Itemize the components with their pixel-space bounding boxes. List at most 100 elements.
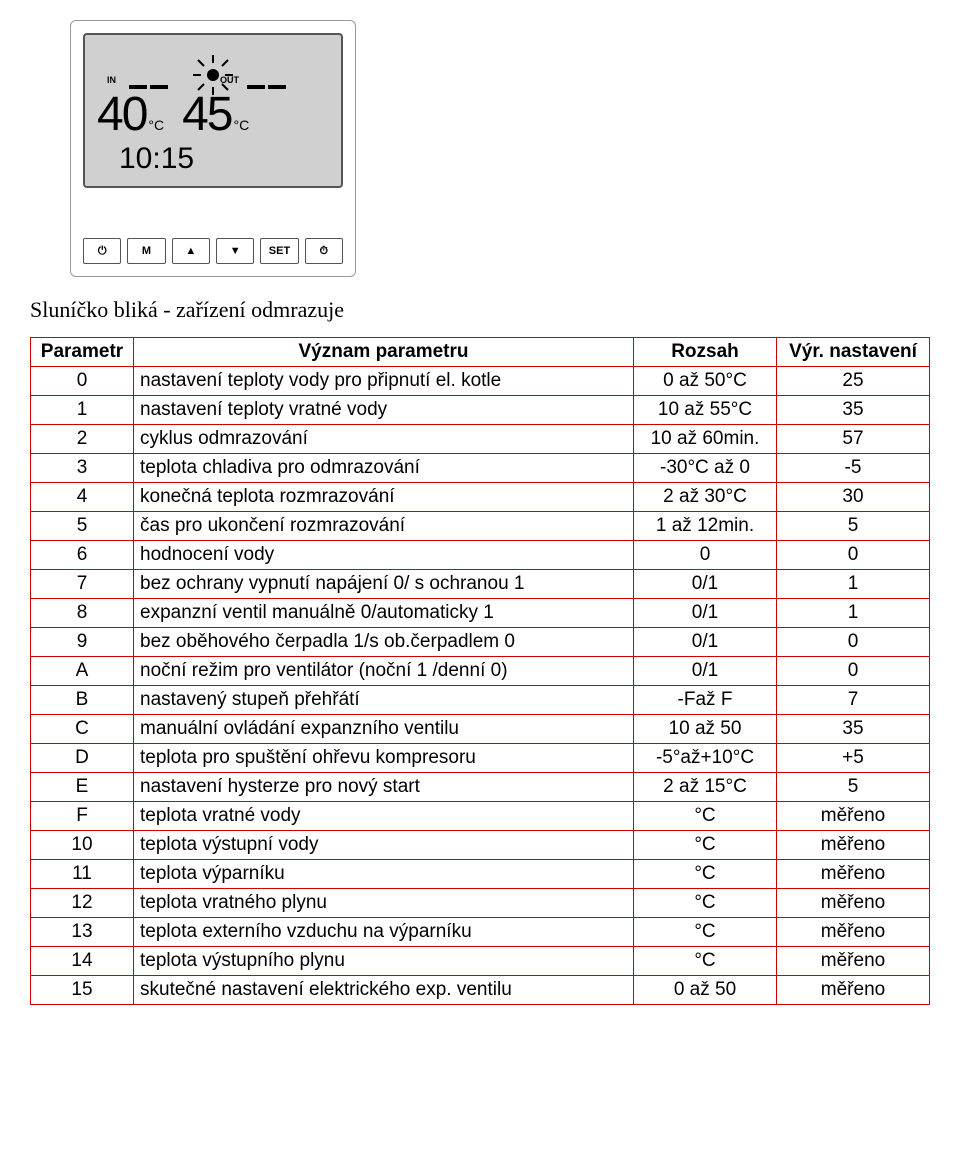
cell-param: 4 [31, 483, 134, 512]
cell-meaning: teplota chladiva pro odmrazování [134, 454, 634, 483]
table-row: 14teplota výstupního plynu°Cměřeno [31, 947, 930, 976]
cell-default: 57 [777, 425, 930, 454]
cell-param: 13 [31, 918, 134, 947]
cell-default: 1 [777, 570, 930, 599]
cell-param: A [31, 657, 134, 686]
cell-default: měřeno [777, 831, 930, 860]
caption-text: Sluníčko bliká - zařízení odmrazuje [30, 297, 930, 323]
set-button[interactable]: SET [260, 238, 298, 264]
cell-param: 9 [31, 628, 134, 657]
lcd-screen: IN OUT 40°C 45°C 10:15 [83, 33, 343, 188]
cell-param: 15 [31, 976, 134, 1005]
header-param: Parametr [31, 338, 134, 367]
header-meaning: Význam parametru [134, 338, 634, 367]
table-row: 6hodnocení vody00 [31, 541, 930, 570]
cell-range: 0 až 50°C [634, 367, 777, 396]
temp-in-value: 40 [97, 88, 146, 141]
cell-default: 35 [777, 396, 930, 425]
table-row: Fteplota vratné vody°Cměřeno [31, 802, 930, 831]
cell-range: 0/1 [634, 570, 777, 599]
cell-default: 0 [777, 628, 930, 657]
cell-range: 10 až 50 [634, 715, 777, 744]
cell-range: 1 až 12min. [634, 512, 777, 541]
power-button[interactable]: ⏻ [83, 238, 121, 264]
cell-range: 0/1 [634, 628, 777, 657]
cell-meaning: nastavení hysterze pro nový start [134, 773, 634, 802]
table-row: 4konečná teplota rozmrazování2 až 30°C30 [31, 483, 930, 512]
timer-button[interactable]: ⏱ [305, 238, 343, 264]
table-row: 5čas pro ukončení rozmrazování1 až 12min… [31, 512, 930, 541]
cell-param: 3 [31, 454, 134, 483]
cell-meaning: teplota vratné vody [134, 802, 634, 831]
cell-param: 6 [31, 541, 134, 570]
table-row: Dteplota pro spuštění ohřevu kompresoru-… [31, 744, 930, 773]
cell-default: 25 [777, 367, 930, 396]
table-row: 7bez ochrany vypnutí napájení 0/ s ochra… [31, 570, 930, 599]
table-row: 12teplota vratného plynu°Cměřeno [31, 889, 930, 918]
header-default: Výr. nastavení [777, 338, 930, 367]
cell-range: 0/1 [634, 599, 777, 628]
down-button[interactable]: ▼ [216, 238, 254, 264]
params-table: Parametr Význam parametru Rozsah Výr. na… [30, 337, 930, 1005]
cell-range: °C [634, 860, 777, 889]
cell-range: 2 až 30°C [634, 483, 777, 512]
cell-meaning: skutečné nastavení elektrického exp. ven… [134, 976, 634, 1005]
cell-param: D [31, 744, 134, 773]
cell-default: 5 [777, 512, 930, 541]
cell-range: 10 až 60min. [634, 425, 777, 454]
cell-meaning: teplota vratného plynu [134, 889, 634, 918]
cell-param: 2 [31, 425, 134, 454]
cell-default: měřeno [777, 947, 930, 976]
cell-range: -5°až+10°C [634, 744, 777, 773]
cell-default: měřeno [777, 976, 930, 1005]
table-row: Enastavení hysterze pro nový start2 až 1… [31, 773, 930, 802]
cell-range: °C [634, 802, 777, 831]
up-button[interactable]: ▲ [172, 238, 210, 264]
cell-meaning: bez oběhového čerpadla 1/s ob.čerpadlem … [134, 628, 634, 657]
cell-meaning: konečná teplota rozmrazování [134, 483, 634, 512]
cell-range: 2 až 15°C [634, 773, 777, 802]
cell-default: měřeno [777, 802, 930, 831]
cell-meaning: cyklus odmrazování [134, 425, 634, 454]
cell-meaning: čas pro ukončení rozmrazování [134, 512, 634, 541]
cell-param: 5 [31, 512, 134, 541]
cell-default: 1 [777, 599, 930, 628]
cell-param: 1 [31, 396, 134, 425]
bars-right-icon [247, 73, 289, 95]
table-row: 9bez oběhového čerpadla 1/s ob.čerpadlem… [31, 628, 930, 657]
table-row: 10teplota výstupní vody°Cměřeno [31, 831, 930, 860]
cell-param: B [31, 686, 134, 715]
cell-param: C [31, 715, 134, 744]
cell-param: 8 [31, 599, 134, 628]
cell-param: 14 [31, 947, 134, 976]
cell-range: 0 až 50 [634, 976, 777, 1005]
cell-param: 11 [31, 860, 134, 889]
cell-default: měřeno [777, 860, 930, 889]
table-row: Cmanuální ovládání expanzního ventilu10 … [31, 715, 930, 744]
cell-default: měřeno [777, 889, 930, 918]
temp-out-unit: °C [234, 117, 250, 133]
cell-range: -Faž F [634, 686, 777, 715]
cell-meaning: manuální ovládání expanzního ventilu [134, 715, 634, 744]
table-row: 2cyklus odmrazování10 až 60min.57 [31, 425, 930, 454]
cell-meaning: nastavení teploty vody pro připnutí el. … [134, 367, 634, 396]
cell-range: -30°C až 0 [634, 454, 777, 483]
cell-meaning: teplota externího vzduchu na výparníku [134, 918, 634, 947]
table-row: 0nastavení teploty vody pro připnutí el.… [31, 367, 930, 396]
bars-left-icon [129, 73, 171, 95]
cell-meaning: hodnocení vody [134, 541, 634, 570]
table-row: 13teplota externího vzduchu na výparníku… [31, 918, 930, 947]
cell-default: +5 [777, 744, 930, 773]
table-row: 1nastavení teploty vratné vody10 až 55°C… [31, 396, 930, 425]
table-row: 3teplota chladiva pro odmrazování-30°C a… [31, 454, 930, 483]
out-label: OUT [220, 75, 239, 85]
cell-default: 30 [777, 483, 930, 512]
cell-default: 7 [777, 686, 930, 715]
cell-param: E [31, 773, 134, 802]
cell-param: 7 [31, 570, 134, 599]
lcd-time: 10:15 [95, 142, 331, 180]
temp-in: 40°C [97, 87, 164, 142]
cell-meaning: noční režim pro ventilátor (noční 1 /den… [134, 657, 634, 686]
cell-default: 0 [777, 541, 930, 570]
m-button[interactable]: M [127, 238, 165, 264]
